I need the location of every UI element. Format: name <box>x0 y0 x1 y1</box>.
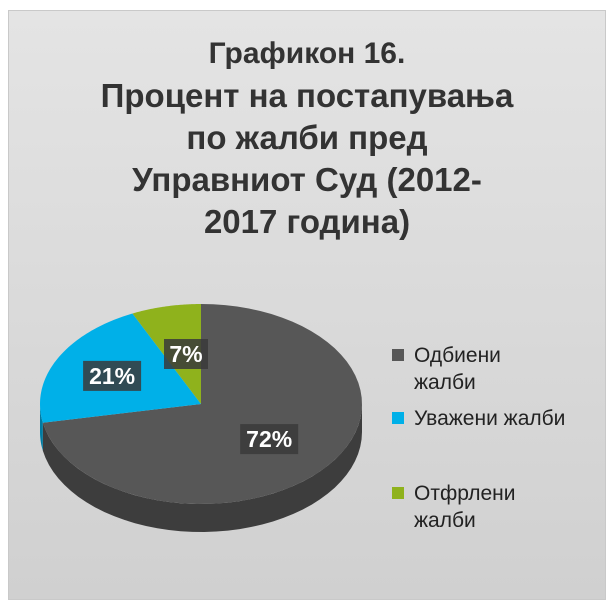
svg-text:72%: 72% <box>246 426 292 452</box>
legend-swatch <box>392 412 404 424</box>
legend-item: Одбиени жалби <box>392 342 544 396</box>
legend-label: Отфрлени жалби <box>414 482 516 532</box>
title-line: по жалби пред <box>186 119 428 156</box>
data-label: 21% <box>83 360 142 391</box>
data-label: 72% <box>240 424 299 455</box>
data-label: 7% <box>164 339 208 369</box>
legend-label: Одбиени жалби <box>414 344 501 394</box>
legend-swatch <box>392 487 404 499</box>
svg-text:21%: 21% <box>89 363 135 389</box>
svg-text:7%: 7% <box>169 341 202 367</box>
title-line: Процент на постапувања <box>100 77 514 114</box>
title-line: Графикон 16. <box>208 37 406 70</box>
legend-swatch <box>392 349 404 361</box>
slice-side <box>40 404 43 451</box>
slice-side <box>42 404 362 532</box>
title-line: 2017 година) <box>203 203 411 240</box>
legend-item: Отфрлени жалби <box>392 480 544 534</box>
legend-item: Уважени жалби <box>392 405 614 432</box>
title-line: Управниот Суд (2012- <box>132 161 482 198</box>
chart-title: Графикон 16. Процент на постапувања по ж… <box>9 33 605 243</box>
legend-label: Уважени жалби <box>414 407 566 430</box>
